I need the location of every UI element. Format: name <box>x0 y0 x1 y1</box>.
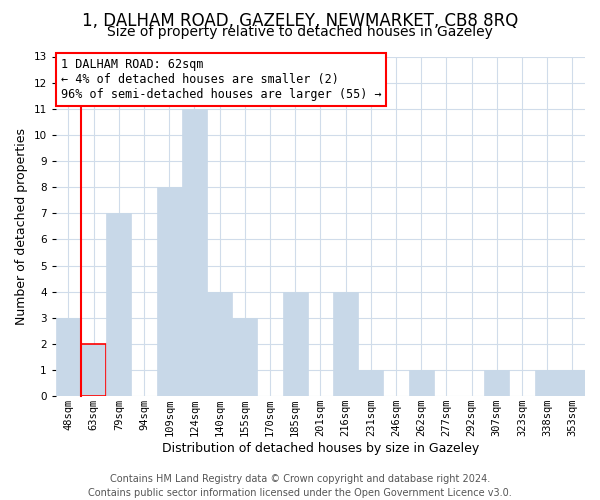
Bar <box>157 187 182 396</box>
Bar <box>535 370 560 396</box>
X-axis label: Distribution of detached houses by size in Gazeley: Distribution of detached houses by size … <box>162 442 479 455</box>
Bar <box>182 109 207 396</box>
Text: 1 DALHAM ROAD: 62sqm
← 4% of detached houses are smaller (2)
96% of semi-detache: 1 DALHAM ROAD: 62sqm ← 4% of detached ho… <box>61 58 382 101</box>
Bar <box>207 292 232 396</box>
Bar <box>484 370 509 396</box>
Text: 1, DALHAM ROAD, GAZELEY, NEWMARKET, CB8 8RQ: 1, DALHAM ROAD, GAZELEY, NEWMARKET, CB8 … <box>82 12 518 30</box>
Bar <box>106 214 131 396</box>
Bar <box>333 292 358 396</box>
Bar <box>81 344 106 396</box>
Text: Contains HM Land Registry data © Crown copyright and database right 2024.
Contai: Contains HM Land Registry data © Crown c… <box>88 474 512 498</box>
Bar <box>358 370 383 396</box>
Y-axis label: Number of detached properties: Number of detached properties <box>15 128 28 325</box>
Bar <box>409 370 434 396</box>
Bar <box>283 292 308 396</box>
Bar <box>232 318 257 396</box>
Bar <box>560 370 585 396</box>
Text: Size of property relative to detached houses in Gazeley: Size of property relative to detached ho… <box>107 25 493 39</box>
Bar <box>56 318 81 396</box>
